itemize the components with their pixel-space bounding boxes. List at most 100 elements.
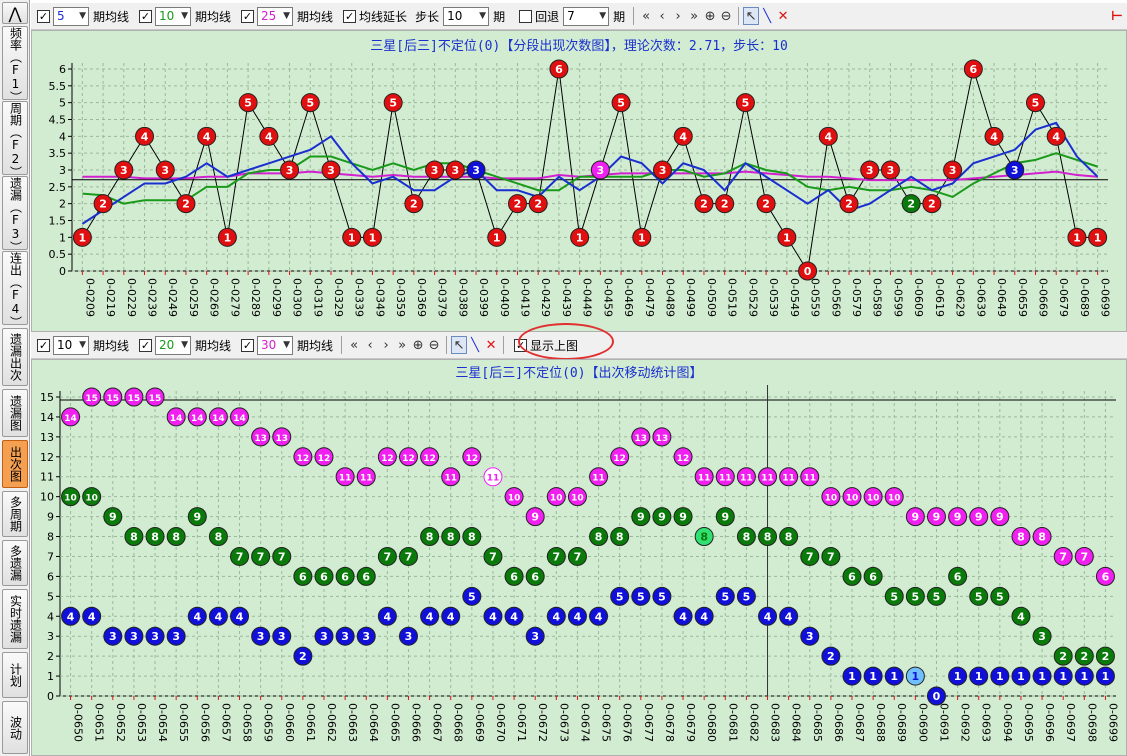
sidebar-item-occurrence-chart[interactable]: 出次图 bbox=[2, 440, 28, 488]
data-point bbox=[103, 387, 123, 407]
data-point-label: 1 bbox=[576, 231, 584, 244]
sidebar-item-omission-chart[interactable]: 遗漏图 bbox=[2, 389, 28, 437]
first-page-icon[interactable]: « bbox=[642, 8, 651, 24]
data-point-label: 8 bbox=[616, 531, 624, 544]
next-page-icon[interactable]: › bbox=[675, 8, 681, 24]
data-point bbox=[549, 59, 569, 79]
extend-checkbox[interactable]: ✓ bbox=[343, 9, 357, 23]
x-tick-label: 0-0673 bbox=[557, 703, 570, 742]
back-select[interactable]: 7 ▼ bbox=[563, 6, 610, 26]
x-tick-label: 0-0539 bbox=[767, 278, 780, 317]
data-point-label: 9 bbox=[658, 511, 666, 524]
sidebar-item-omission-count[interactable]: 遗漏出次 bbox=[2, 328, 28, 386]
data-point bbox=[82, 487, 102, 507]
data-point bbox=[525, 507, 545, 527]
y-tick-label: 5.5 bbox=[49, 80, 67, 93]
data-point-label: 4 bbox=[215, 610, 223, 623]
ma5-checkbox[interactable]: ✓ bbox=[139, 338, 153, 352]
x-tick-label: 0-0609 bbox=[912, 278, 925, 317]
ma4-select[interactable]: 10 ▼ bbox=[53, 335, 89, 355]
zoom-in-icon[interactable]: ⊕ bbox=[704, 8, 716, 24]
sidebar-item-period[interactable]: 周期（F2） bbox=[2, 101, 28, 175]
ma6-value: 30 bbox=[261, 338, 277, 352]
data-point bbox=[507, 194, 527, 214]
ma3-select[interactable]: 25 ▼ bbox=[257, 6, 294, 26]
data-point bbox=[487, 227, 507, 247]
data-point bbox=[335, 467, 355, 487]
ma6-select[interactable]: 30 ▼ bbox=[257, 335, 294, 355]
data-point-label: 4 bbox=[67, 610, 75, 623]
sidebar-item-frequency[interactable]: 频率（F1） bbox=[2, 26, 28, 100]
data-point-label: 9 bbox=[996, 511, 1004, 524]
data-point-label: 4 bbox=[824, 130, 832, 143]
ma6-checkbox[interactable]: ✓ bbox=[241, 338, 255, 352]
ma1-checkbox[interactable]: ✓ bbox=[37, 9, 50, 23]
x-tick-label: 0-0651 bbox=[93, 703, 106, 742]
x-tick-label: 0-0579 bbox=[850, 278, 863, 317]
data-point bbox=[166, 407, 186, 427]
y-tick-label: 0.5 bbox=[49, 248, 67, 261]
prev-page-icon[interactable]: ‹ bbox=[367, 337, 373, 353]
x-tick-label: 0-0299 bbox=[270, 278, 283, 317]
zoom-out-icon[interactable]: ⊖ bbox=[720, 8, 732, 24]
data-point-label: 2 bbox=[700, 198, 708, 211]
sidebar-item-omission[interactable]: 遗漏（F3） bbox=[2, 176, 28, 250]
last-page-icon[interactable]: » bbox=[690, 8, 699, 24]
sidebar-item-label: 遗漏（F3） bbox=[8, 177, 23, 250]
data-point bbox=[567, 546, 587, 566]
data-point bbox=[818, 126, 838, 146]
ma3-checkbox[interactable]: ✓ bbox=[241, 9, 255, 23]
ma2-select[interactable]: 10 ▼ bbox=[155, 6, 192, 26]
sidebar-collapse-button[interactable]: ⋀ bbox=[2, 2, 28, 24]
zoom-out-icon[interactable]: ⊖ bbox=[428, 337, 440, 353]
ma5-select[interactable]: 20 ▼ bbox=[155, 335, 192, 355]
step-select[interactable]: 10 ▼ bbox=[443, 6, 490, 26]
data-point bbox=[631, 586, 651, 606]
data-point-label: 9 bbox=[637, 511, 645, 524]
back-checkbox[interactable] bbox=[519, 9, 533, 23]
data-point bbox=[525, 566, 545, 586]
data-point-label: 2 bbox=[99, 198, 107, 211]
x-tick-label: 0-0419 bbox=[518, 278, 531, 317]
clear-lines-icon[interactable]: ✕ bbox=[777, 8, 789, 24]
next-page-icon[interactable]: › bbox=[383, 337, 389, 353]
sidebar-item-multi-omission[interactable]: 多遗漏 bbox=[2, 540, 28, 586]
data-point-label: 3 bbox=[341, 630, 349, 643]
prev-page-icon[interactable]: ‹ bbox=[659, 8, 665, 24]
sidebar-item-wave[interactable]: 波动 bbox=[2, 701, 28, 754]
data-point-label: 8 bbox=[785, 531, 793, 544]
data-point-label: 1 bbox=[1017, 670, 1025, 683]
y-tick-label: 4 bbox=[47, 610, 54, 623]
data-point bbox=[251, 427, 271, 447]
data-point bbox=[377, 546, 397, 566]
data-point-label: 4 bbox=[990, 130, 998, 143]
last-page-icon[interactable]: » bbox=[398, 337, 407, 353]
zoom-in-icon[interactable]: ⊕ bbox=[412, 337, 424, 353]
data-point-label: 6 bbox=[531, 570, 539, 583]
ma1-select[interactable]: 5 ▼ bbox=[53, 6, 89, 26]
data-point bbox=[1095, 666, 1115, 686]
data-point-label: 13 bbox=[254, 434, 267, 444]
y-tick-label: 6 bbox=[47, 570, 54, 583]
ma4-checkbox[interactable]: ✓ bbox=[37, 338, 50, 352]
first-page-icon[interactable]: « bbox=[350, 337, 359, 353]
data-point bbox=[610, 447, 630, 467]
x-tick-label: 0-0309 bbox=[291, 278, 304, 317]
pointer-icon[interactable]: ↖ bbox=[451, 336, 468, 354]
sidebar-item-multi-period[interactable]: 多周期 bbox=[2, 491, 28, 537]
sidebar-item-label: 遗漏出次 bbox=[8, 333, 23, 381]
ma2-checkbox[interactable]: ✓ bbox=[139, 9, 153, 23]
draw-line-icon[interactable]: ╲ bbox=[763, 8, 772, 24]
sidebar-item-realtime-omission[interactable]: 实时遗漏 bbox=[2, 589, 28, 649]
data-point-label: 8 bbox=[700, 531, 708, 544]
x-tick-label: 0-0669 bbox=[1036, 278, 1049, 317]
expand-right-icon[interactable]: ⊢ bbox=[1111, 8, 1123, 24]
data-point-label: 6 bbox=[320, 570, 328, 583]
sidebar-item-consecutive[interactable]: 连出（F4） bbox=[2, 251, 28, 325]
data-point bbox=[145, 527, 165, 547]
data-point bbox=[963, 59, 983, 79]
sidebar-item-plan[interactable]: 计划 bbox=[2, 652, 28, 698]
draw-line-icon[interactable]: ╲ bbox=[471, 337, 479, 353]
clear-lines-icon[interactable]: ✕ bbox=[485, 337, 497, 353]
pointer-icon[interactable]: ↖ bbox=[743, 7, 760, 25]
